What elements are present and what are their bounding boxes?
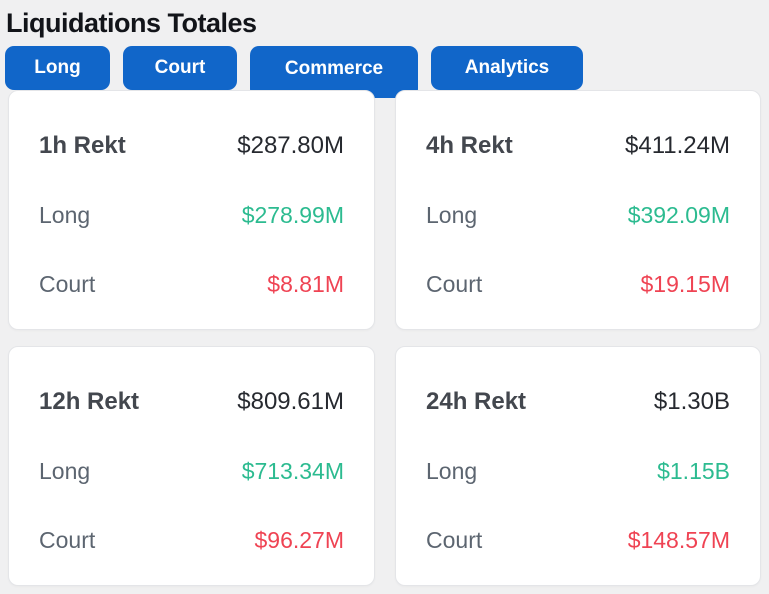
page-title: Liquidations Totales — [6, 8, 257, 38]
long-row: Long $392.09M — [426, 200, 730, 230]
tab-commerce[interactable]: Commerce — [250, 46, 418, 98]
tab-analytics[interactable]: Analytics — [431, 46, 583, 90]
tab-bar: Long Court Commerce Analytics — [5, 46, 769, 98]
stat-cards-grid: 1h Rekt $287.80M Long $278.99M Court $8.… — [8, 90, 769, 586]
stat-card-12h: 12h Rekt $809.61M Long $713.34M Court $9… — [8, 346, 375, 586]
long-label: Long — [39, 201, 91, 228]
total-value: $287.80M — [237, 132, 344, 159]
long-row: Long $1.15B — [426, 456, 730, 486]
short-label: Court — [39, 526, 96, 553]
long-label: Long — [426, 201, 478, 228]
long-value: $278.99M — [241, 201, 344, 228]
short-value: $8.81M — [267, 270, 344, 297]
long-value: $1.15B — [657, 457, 730, 484]
period-label: 1h Rekt — [39, 132, 126, 159]
period-label: 24h Rekt — [426, 388, 527, 415]
period-label: 4h Rekt — [426, 132, 513, 159]
short-value: $19.15M — [640, 270, 730, 297]
total-value: $411.24M — [625, 132, 730, 159]
stat-card-1h: 1h Rekt $287.80M Long $278.99M Court $8.… — [8, 90, 375, 330]
long-value: $392.09M — [627, 201, 730, 228]
short-label: Court — [426, 270, 483, 297]
total-row: 4h Rekt $411.24M — [426, 131, 730, 161]
tab-long[interactable]: Long — [5, 46, 110, 90]
long-label: Long — [39, 457, 91, 484]
short-value: $148.57M — [627, 526, 730, 553]
short-row: Court $96.27M — [39, 525, 344, 555]
tab-court[interactable]: Court — [123, 46, 237, 90]
short-label: Court — [39, 270, 96, 297]
total-row: 12h Rekt $809.61M — [39, 387, 344, 417]
short-row: Court $148.57M — [426, 525, 730, 555]
period-label: 12h Rekt — [39, 388, 140, 415]
long-value: $713.34M — [241, 457, 344, 484]
long-row: Long $278.99M — [39, 200, 344, 230]
total-value: $809.61M — [237, 388, 344, 415]
stat-card-4h: 4h Rekt $411.24M Long $392.09M Court $19… — [395, 90, 761, 330]
long-row: Long $713.34M — [39, 456, 344, 486]
short-value: $96.27M — [254, 526, 344, 553]
short-row: Court $19.15M — [426, 269, 730, 299]
total-row: 24h Rekt $1.30B — [426, 387, 730, 417]
stat-card-24h: 24h Rekt $1.30B Long $1.15B Court $148.5… — [395, 346, 761, 586]
total-row: 1h Rekt $287.80M — [39, 131, 344, 161]
short-row: Court $8.81M — [39, 269, 344, 299]
long-label: Long — [426, 457, 478, 484]
total-value: $1.30B — [653, 388, 730, 415]
short-label: Court — [426, 526, 483, 553]
